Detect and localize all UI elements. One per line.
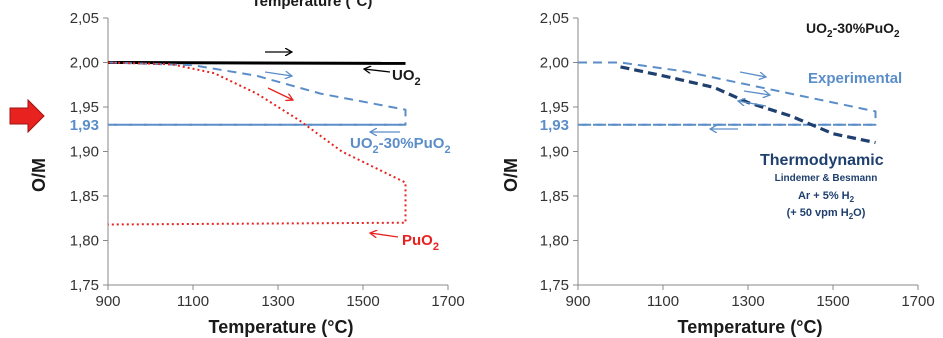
series-line-experimental [578, 61, 877, 126]
uo2-label-arrow [364, 69, 391, 72]
chart-right-ylabel: O/M [501, 158, 521, 192]
reference-line-label: 1,93 [540, 117, 569, 134]
experimental-label: Experimental [808, 70, 902, 87]
mox-label: UO2-30%PuO2 [350, 135, 451, 156]
x-tick-label: 1700 [431, 293, 464, 310]
y-tick-label: 1,75 [70, 277, 99, 294]
chart-right-xlabel: Temperature (°C) [678, 317, 823, 337]
thermodynamic-vpm: (+ 50 vpm H2O) [787, 207, 866, 221]
chart-right: 1,75 1,80 1,85 1,90 1,95 2,00 2,05 900 1100 1300 1… [501, 10, 935, 337]
chart-right-title: UO2-30%PuO2 [806, 20, 900, 40]
x-tick-label: 1500 [346, 293, 379, 310]
y-tick-label: 1,80 [540, 233, 569, 250]
chart-left: 1,75 1,80 1,85 1,90 1,95 2,00 2,05 900 1100 1300 1… [29, 10, 465, 337]
chart-right-axes: 1,75 1,80 1,85 1,90 1,95 2,00 2,05 900 1100 1300 1… [540, 10, 935, 310]
x-tick-label: 1300 [731, 293, 764, 310]
x-tick-label: 1500 [816, 293, 849, 310]
exp-mid-arrow [743, 91, 770, 95]
thermodynamic-label: Thermodynamic [760, 152, 884, 169]
y-tick-label: 1,85 [70, 188, 99, 205]
series-line-uo2-30-puo2 [107, 61, 407, 126]
y-tick-label: 1,90 [70, 144, 99, 161]
y-tick-label: 1,85 [540, 188, 569, 205]
puo2-direction-arrow [267, 87, 293, 100]
exp-back-arrow [738, 101, 767, 107]
y-tick-label: 1,95 [540, 99, 569, 116]
y-tick-label: 1,95 [70, 99, 99, 116]
puo2-label: PuO2 [402, 232, 439, 253]
chart-left-ylabel: O/M [29, 158, 49, 192]
y-tick-label: 2,05 [540, 10, 569, 27]
puo2-label-arrow [370, 233, 399, 237]
thermodynamic-gas: Ar + 5% H2 [798, 190, 855, 204]
y-tick-label: 1,75 [540, 277, 569, 294]
right-arrow-icon [9, 98, 45, 134]
x-tick-label: 1300 [261, 293, 294, 310]
uo2-label: UO2 [392, 67, 421, 88]
x-tick-label: 900 [95, 293, 120, 310]
exp-up-arrow [739, 71, 766, 77]
y-tick-label: 2,05 [70, 10, 99, 27]
top-cut-title: Temperature (°C) [252, 0, 373, 10]
x-tick-label: 1100 [177, 293, 209, 310]
mox-direction-arrow [264, 72, 292, 76]
chart-left-axes: 1,75 1,80 1,85 1,90 1,95 2,00 2,05 900 1100 1300 1… [70, 10, 465, 310]
thermodynamic-authors: Lindemer & Besmann [775, 173, 878, 184]
y-tick-label: 1,80 [70, 233, 99, 250]
y-tick-label: 2,00 [70, 55, 99, 72]
series-line-uo2 [107, 61, 406, 65]
y-tick-label: 1,90 [540, 144, 569, 161]
x-tick-label: 900 [565, 293, 590, 310]
x-tick-label: 1100 [647, 293, 679, 310]
reference-line-label: 1,93 [70, 117, 99, 134]
chart-left-series [107, 61, 407, 226]
chart-left-xlabel: Temperature (°C) [209, 317, 354, 337]
x-tick-label: 1700 [901, 293, 934, 310]
y-tick-label: 2,00 [540, 55, 569, 72]
